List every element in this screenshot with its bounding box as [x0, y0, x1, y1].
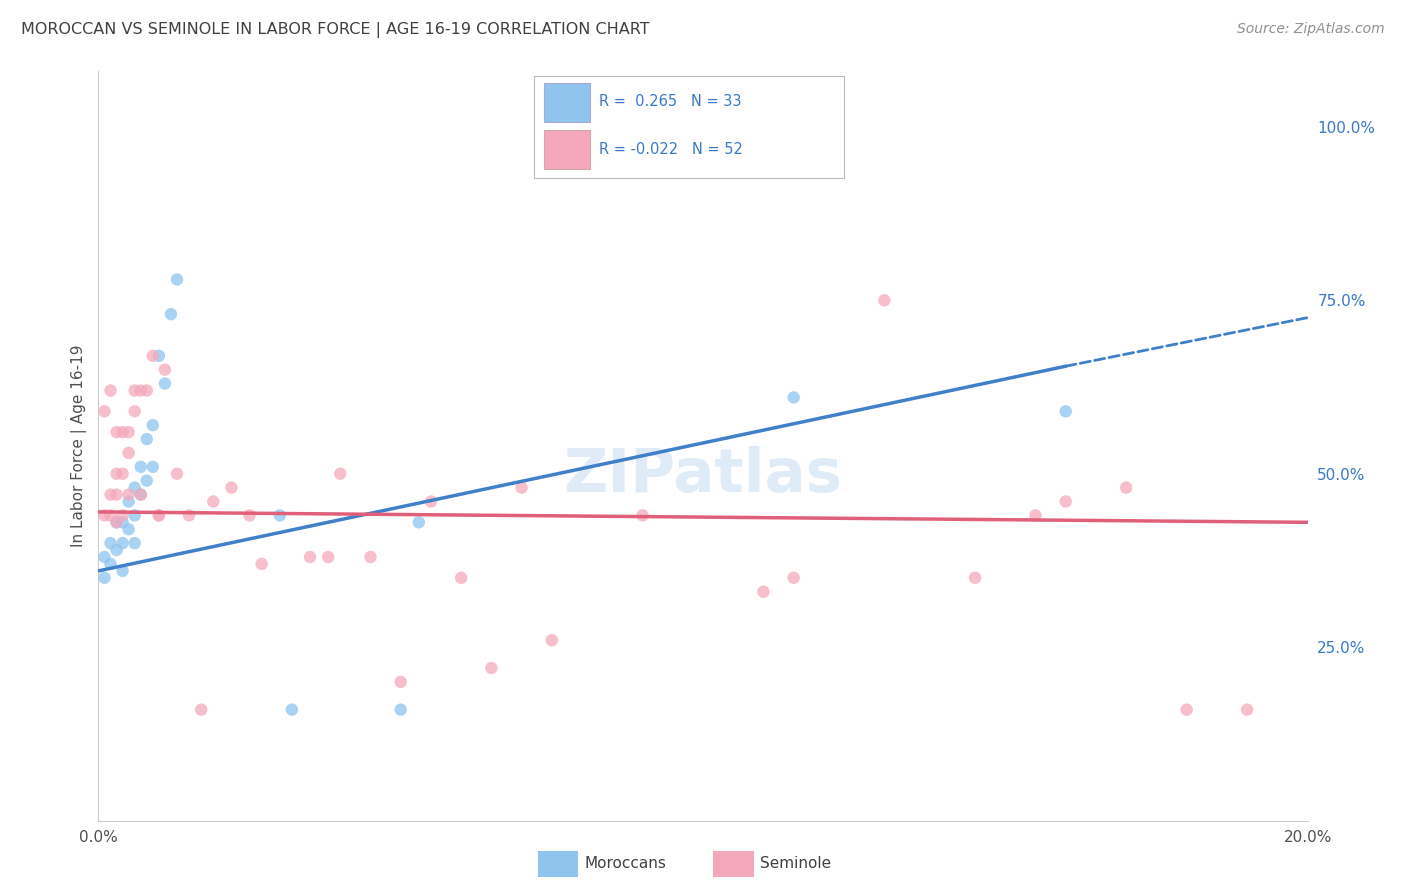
Point — [129, 487, 152, 501]
Point — [316, 549, 339, 564]
Point — [408, 516, 430, 530]
Point — [100, 536, 122, 550]
Point — [281, 703, 304, 717]
Point — [111, 564, 134, 578]
Point — [129, 384, 152, 398]
Point — [148, 508, 170, 523]
Text: Moroccans: Moroccans — [585, 855, 666, 871]
Point — [1024, 508, 1046, 523]
Point — [124, 404, 146, 418]
Point — [111, 516, 134, 530]
Point — [510, 481, 533, 495]
Point — [124, 384, 146, 398]
Point — [111, 425, 134, 439]
Point — [135, 432, 157, 446]
Point — [160, 307, 183, 321]
Point — [202, 494, 225, 508]
Point — [105, 516, 128, 530]
Point — [129, 487, 152, 501]
Point — [752, 584, 775, 599]
Point — [142, 418, 165, 433]
Point — [239, 508, 262, 523]
Point — [100, 508, 122, 523]
Text: ZIPatlas: ZIPatlas — [564, 447, 842, 506]
Point — [93, 549, 115, 564]
Point — [329, 467, 352, 481]
Point — [93, 571, 115, 585]
Point — [93, 404, 115, 418]
Point — [118, 522, 141, 536]
Point — [100, 487, 122, 501]
Point — [190, 703, 212, 717]
Point — [124, 508, 146, 523]
Point — [142, 459, 165, 474]
Point — [118, 425, 141, 439]
Point — [129, 459, 152, 474]
Point — [100, 384, 122, 398]
Point — [142, 349, 165, 363]
Point — [965, 571, 987, 585]
Text: Seminole: Seminole — [761, 855, 831, 871]
Point — [1236, 703, 1258, 717]
Point — [135, 474, 157, 488]
Point — [118, 487, 141, 501]
Point — [105, 516, 128, 530]
Point — [166, 272, 188, 286]
Point — [111, 467, 134, 481]
Point — [540, 633, 562, 648]
Point — [813, 127, 835, 141]
FancyBboxPatch shape — [544, 83, 591, 122]
Point — [221, 481, 243, 495]
Point — [124, 481, 146, 495]
Point — [299, 549, 322, 564]
Text: R = -0.022   N = 52: R = -0.022 N = 52 — [599, 142, 744, 157]
Point — [148, 349, 170, 363]
Point — [420, 494, 443, 508]
FancyBboxPatch shape — [544, 130, 591, 169]
Point — [118, 494, 141, 508]
Point — [481, 661, 503, 675]
Point — [166, 467, 188, 481]
Point — [148, 508, 170, 523]
Text: MOROCCAN VS SEMINOLE IN LABOR FORCE | AGE 16-19 CORRELATION CHART: MOROCCAN VS SEMINOLE IN LABOR FORCE | AG… — [21, 22, 650, 38]
Point — [1175, 703, 1198, 717]
Point — [389, 674, 412, 689]
Point — [873, 293, 896, 308]
Point — [153, 362, 176, 376]
Point — [105, 425, 128, 439]
Point — [105, 487, 128, 501]
Point — [450, 571, 472, 585]
Point — [631, 508, 654, 523]
Point — [1054, 404, 1077, 418]
Point — [269, 508, 291, 523]
Point — [250, 557, 273, 571]
Point — [1115, 481, 1137, 495]
FancyBboxPatch shape — [713, 851, 754, 878]
Text: Source: ZipAtlas.com: Source: ZipAtlas.com — [1237, 22, 1385, 37]
Point — [124, 536, 146, 550]
Point — [111, 536, 134, 550]
Y-axis label: In Labor Force | Age 16-19: In Labor Force | Age 16-19 — [72, 344, 87, 548]
Point — [111, 508, 134, 523]
Point — [105, 543, 128, 558]
Text: R =  0.265   N = 33: R = 0.265 N = 33 — [599, 94, 742, 109]
Point — [105, 467, 128, 481]
Point — [783, 571, 806, 585]
Point — [93, 508, 115, 523]
Point — [360, 549, 382, 564]
Point — [100, 557, 122, 571]
Point — [389, 703, 412, 717]
Point — [783, 391, 806, 405]
Point — [153, 376, 176, 391]
Point — [1054, 494, 1077, 508]
Point — [118, 446, 141, 460]
FancyBboxPatch shape — [537, 851, 578, 878]
Point — [135, 384, 157, 398]
Point — [179, 508, 201, 523]
